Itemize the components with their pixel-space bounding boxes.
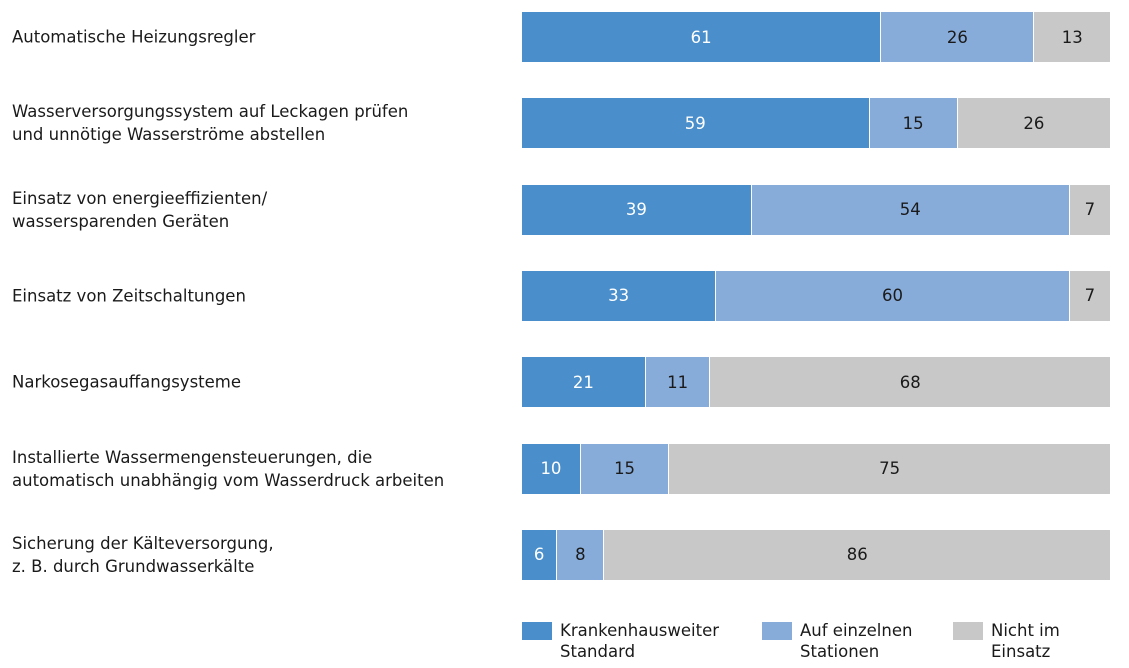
value-label: 15 [614, 459, 636, 478]
value-label: 75 [879, 459, 901, 478]
value-label: 8 [575, 545, 586, 565]
value-label: 13 [1061, 27, 1083, 47]
legend-label: Auf einzelnen Stationen [800, 621, 913, 661]
bar-segment: 60 [716, 270, 1070, 321]
bar-segment: 15 [580, 443, 670, 494]
legend-label: Krankenhausweiter Standard [560, 621, 720, 661]
category-label: Automatische Heizungsregler [12, 27, 256, 47]
bar-segment: 6 [522, 529, 558, 580]
value-label: 6 [533, 545, 545, 565]
category-label: Einsatz von energieeffizienten/ wassersp… [12, 188, 268, 231]
bar-segment: 8 [557, 529, 605, 580]
bar-segment: 11 [645, 357, 711, 408]
category-label: Installierte Wassermengensteuerungen, di… [12, 447, 445, 490]
bar-segment: 26 [881, 12, 1035, 62]
bar-segment: 39 [522, 184, 752, 235]
value-label: 10 [540, 459, 562, 478]
legend-swatch [522, 622, 552, 640]
bar-segment: 7 [1069, 184, 1111, 235]
bar-segment: 68 [710, 357, 1111, 408]
value-label: 59 [684, 113, 706, 133]
value-label: 39 [625, 200, 647, 220]
bar-segment: 13 [1034, 12, 1111, 62]
bar-segment: 10 [522, 443, 581, 494]
bar-segment: 26 [957, 98, 1111, 149]
category-label: Einsatz von Zeitschaltungen [12, 286, 246, 306]
legend-swatch [762, 622, 792, 640]
category-label: Narkosegasauffangsysteme [12, 372, 242, 392]
legend-swatch [953, 622, 983, 640]
bar-segment: 15 [869, 98, 958, 149]
value-label: 7 [1084, 200, 1096, 220]
bar-segment: 7 [1069, 270, 1111, 321]
value-label: 61 [690, 27, 712, 47]
value-label: 68 [899, 372, 921, 392]
value-label: 60 [882, 286, 904, 306]
bar-segment: 59 [522, 98, 870, 149]
value-label: 21 [572, 372, 594, 392]
value-label: 7 [1084, 286, 1096, 306]
bar-segment: 61 [522, 12, 882, 62]
bar-segment: 33 [522, 270, 717, 321]
value-label: 26 [946, 27, 968, 47]
legend-label: Nicht im Einsatz [991, 621, 1060, 661]
bar-segment: 75 [669, 443, 1111, 494]
value-label: 54 [899, 200, 921, 220]
value-label: 86 [846, 545, 868, 565]
bar-segment: 86 [604, 529, 1111, 580]
value-label: 33 [608, 286, 630, 306]
category-label: Wasserversorgungssystem auf Leckagen prü… [12, 102, 409, 145]
bar-segment: 21 [522, 357, 646, 408]
category-label: Sicherung der Kälteversorgung, z. B. dur… [12, 533, 274, 576]
value-label: 11 [667, 372, 689, 392]
value-label: 26 [1023, 113, 1045, 133]
bar-segment: 54 [751, 184, 1070, 235]
value-label: 15 [902, 113, 924, 133]
